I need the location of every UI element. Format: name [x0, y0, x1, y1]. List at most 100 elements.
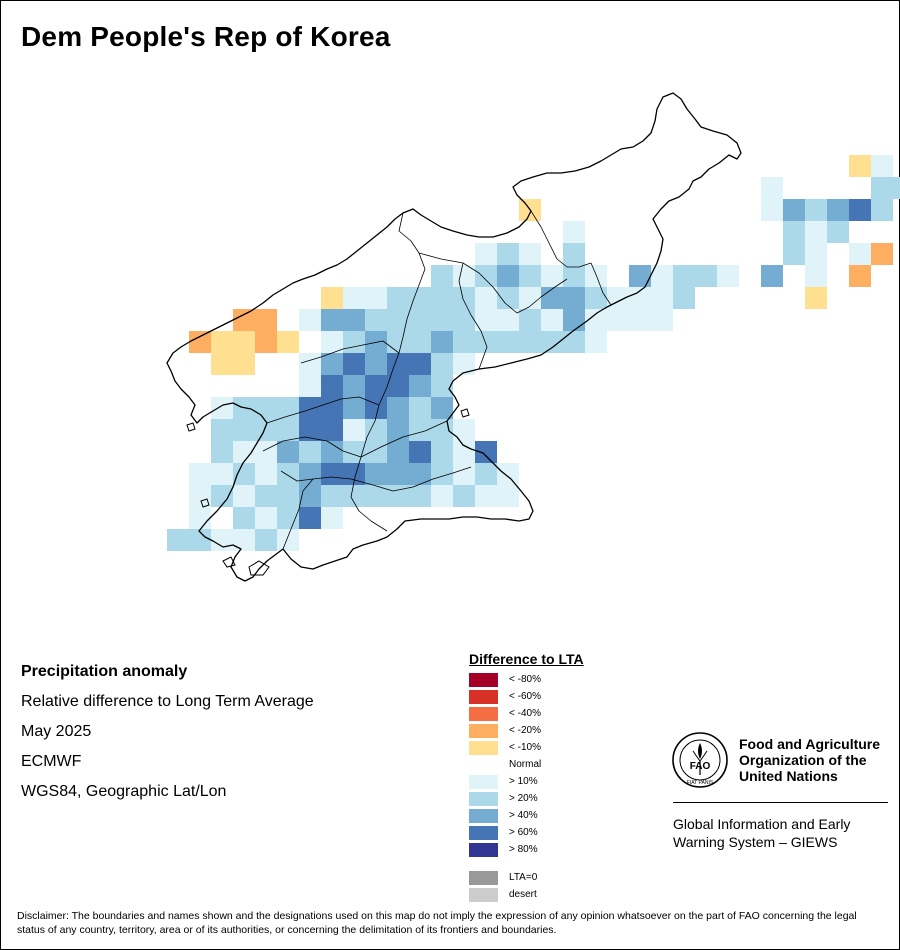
grid-cell [805, 287, 827, 309]
grid-cell [299, 353, 321, 375]
grid-cell [453, 309, 475, 331]
legend-swatch [469, 809, 498, 823]
info-projection: WGS84, Geographic Lat/Lon [21, 783, 227, 800]
grid-cell [475, 287, 497, 309]
grid-cell [233, 529, 255, 551]
legend-label: > 40% [509, 810, 538, 821]
grid-cell [343, 331, 365, 353]
info-source: ECMWF [21, 753, 82, 770]
legend-item: < -60% [469, 689, 669, 706]
legend-label: < -60% [509, 691, 541, 702]
map-info: Precipitation anomaly Relative differenc… [21, 657, 314, 807]
province-boundary-7 [262, 420, 448, 458]
grid-cell [563, 287, 585, 309]
legend-classes: < -80% < -60% < -40% < -20% < -10% Normal > 10… [469, 672, 669, 859]
grid-cell [233, 485, 255, 507]
grid-cell [343, 441, 365, 463]
grid-cell [893, 177, 900, 199]
island-3 [200, 498, 210, 508]
grid-cell [387, 441, 409, 463]
grid-cell [321, 419, 343, 441]
grid-cell [409, 441, 431, 463]
legend-swatch [469, 888, 498, 902]
grid-cell [255, 419, 277, 441]
province-boundary-10 [280, 470, 314, 482]
grid-cell [431, 463, 453, 485]
grid-cell [299, 397, 321, 419]
grid-cell [387, 419, 409, 441]
legend-item: < -10% [469, 740, 669, 757]
grid-cell [519, 331, 541, 353]
grid-cell [585, 309, 607, 331]
island-4 [186, 422, 196, 432]
grid-cell [453, 419, 475, 441]
grid-cell [827, 221, 849, 243]
grid-cell [343, 485, 365, 507]
fao-name-line-1: Food and Agriculture [739, 736, 881, 752]
legend-label: < -20% [509, 725, 541, 736]
info-period: May 2025 [21, 723, 92, 740]
grid-cell [519, 265, 541, 287]
grid-cell [321, 441, 343, 463]
grid-cell [497, 243, 519, 265]
legend-item: > 40% [469, 808, 669, 825]
map-panel [1, 1, 900, 621]
grid-cell [211, 441, 233, 463]
legend-swatch [469, 707, 498, 721]
legend-item: Normal [469, 757, 669, 774]
grid-cell [343, 309, 365, 331]
grid-cell [409, 463, 431, 485]
grid-cell [717, 265, 739, 287]
grid-cell [783, 243, 805, 265]
grid-cell [475, 265, 497, 287]
grid-cell [475, 485, 497, 507]
grid-cell [607, 309, 629, 331]
fao-logo-motto: FIAT PANIS [687, 780, 714, 786]
legend-title: Difference to LTA [469, 651, 584, 667]
grid-cell [805, 221, 827, 243]
grid-cell [299, 375, 321, 397]
grid-cell [277, 441, 299, 463]
info-heading: Precipitation anomaly [21, 663, 188, 680]
grid-cell [431, 397, 453, 419]
grid-cell [431, 441, 453, 463]
grid-cell [497, 463, 519, 485]
anomaly-grid [167, 155, 900, 551]
grid-cell [431, 287, 453, 309]
legend-swatch [469, 724, 498, 738]
legend-label: < -80% [509, 674, 541, 685]
grid-cell [409, 331, 431, 353]
grid-cell [827, 199, 849, 221]
grid-cell [211, 397, 233, 419]
island-1 [248, 560, 270, 576]
grid-cell [409, 353, 431, 375]
grid-cell [211, 529, 233, 551]
province-boundary-2 [530, 210, 612, 306]
grid-cell [805, 199, 827, 221]
grid-cell [233, 463, 255, 485]
grid-cell [585, 265, 607, 287]
legend-label: > 80% [509, 844, 538, 855]
legend-swatch [469, 843, 498, 857]
grid-cell [563, 309, 585, 331]
grid-cell [409, 419, 431, 441]
grid-cell [343, 419, 365, 441]
grid-cell [255, 441, 277, 463]
grid-cell [629, 287, 651, 309]
grid-cell [233, 353, 255, 375]
grid-cell [849, 155, 871, 177]
grid-cell [409, 309, 431, 331]
legend-label: > 60% [509, 827, 538, 838]
grid-cell [761, 265, 783, 287]
grid-cell [519, 243, 541, 265]
grid-cell [233, 331, 255, 353]
grid-cell [189, 485, 211, 507]
legend: Difference to LTA < -80% < -60% < -40% < -2… [469, 651, 669, 904]
fao-name: Food and Agriculture Organization of the… [739, 736, 899, 784]
grid-cell [189, 507, 211, 529]
country-outline [166, 92, 742, 582]
grid-cell [541, 265, 563, 287]
grid-cell [233, 419, 255, 441]
giews-name: Global Information and Early Warning Sys… [673, 815, 893, 851]
